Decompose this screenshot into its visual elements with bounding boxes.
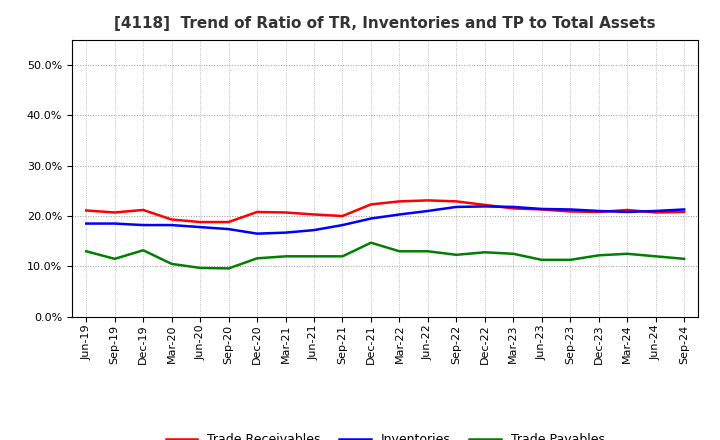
Trade Payables [310, 254, 318, 259]
Inventories [110, 221, 119, 226]
Trade Receivables [423, 198, 432, 203]
Trade Receivables [196, 220, 204, 225]
Trade Receivables [253, 209, 261, 215]
Trade Payables [110, 256, 119, 261]
Inventories [537, 206, 546, 212]
Inventories [595, 208, 603, 213]
Inventories [480, 204, 489, 209]
Trade Payables [196, 265, 204, 271]
Trade Receivables [225, 220, 233, 225]
Trade Payables [680, 256, 688, 261]
Trade Receivables [282, 210, 290, 215]
Trade Receivables [139, 207, 148, 213]
Trade Payables [338, 254, 347, 259]
Inventories [395, 212, 404, 217]
Trade Receivables [338, 213, 347, 219]
Inventories [196, 224, 204, 230]
Trade Payables [595, 253, 603, 258]
Trade Receivables [480, 202, 489, 208]
Inventories [282, 230, 290, 235]
Trade Payables [282, 254, 290, 259]
Trade Receivables [82, 208, 91, 213]
Trade Payables [566, 257, 575, 263]
Inventories [623, 209, 631, 215]
Inventories [509, 204, 518, 209]
Trade Payables [395, 249, 404, 254]
Trade Receivables [680, 209, 688, 215]
Inventories [338, 223, 347, 228]
Inventories [310, 227, 318, 233]
Inventories [566, 207, 575, 212]
Trade Payables [423, 249, 432, 254]
Trade Payables [652, 254, 660, 259]
Trade Receivables [595, 209, 603, 215]
Trade Payables [537, 257, 546, 263]
Trade Payables [82, 249, 91, 254]
Trade Payables [167, 261, 176, 267]
Trade Payables [139, 248, 148, 253]
Legend: Trade Receivables, Inventories, Trade Payables: Trade Receivables, Inventories, Trade Pa… [161, 429, 610, 440]
Inventories [652, 208, 660, 213]
Trade Receivables [623, 207, 631, 213]
Trade Receivables [395, 199, 404, 204]
Trade Receivables [167, 217, 176, 222]
Trade Receivables [452, 199, 461, 204]
Trade Receivables [652, 210, 660, 215]
Inventories [253, 231, 261, 236]
Trade Payables [253, 256, 261, 261]
Trade Payables [480, 249, 489, 255]
Trade Payables [452, 252, 461, 257]
Trade Receivables [509, 206, 518, 211]
Trade Receivables [310, 212, 318, 217]
Trade Receivables [110, 210, 119, 215]
Line: Trade Payables: Trade Payables [86, 243, 684, 268]
Title: [4118]  Trend of Ratio of TR, Inventories and TP to Total Assets: [4118] Trend of Ratio of TR, Inventories… [114, 16, 656, 32]
Inventories [225, 227, 233, 232]
Inventories [82, 221, 91, 226]
Trade Payables [623, 251, 631, 257]
Trade Payables [366, 240, 375, 246]
Trade Receivables [537, 207, 546, 212]
Trade Receivables [366, 202, 375, 207]
Inventories [680, 207, 688, 212]
Inventories [366, 216, 375, 221]
Inventories [423, 208, 432, 213]
Trade Payables [509, 251, 518, 257]
Line: Inventories: Inventories [86, 206, 684, 234]
Trade Payables [225, 266, 233, 271]
Inventories [167, 223, 176, 228]
Inventories [452, 204, 461, 209]
Trade Receivables [566, 209, 575, 214]
Inventories [139, 223, 148, 228]
Line: Trade Receivables: Trade Receivables [86, 200, 684, 222]
